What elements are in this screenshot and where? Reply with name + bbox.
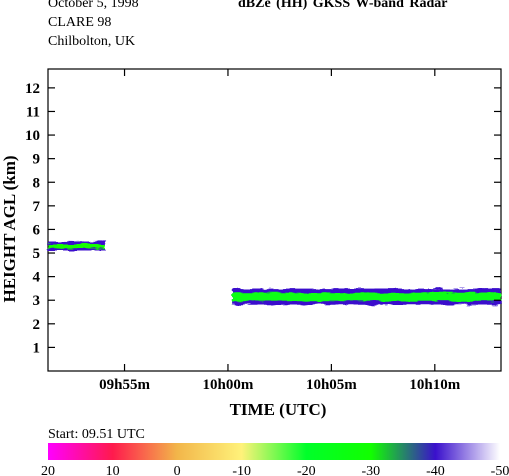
x-tick-label: 09h55m: [99, 377, 150, 393]
colorbar-tick-label: -40: [426, 464, 445, 476]
x-tick-label: 10h00m: [203, 377, 254, 393]
colorbar-tick-label: 20: [41, 464, 55, 476]
y-tick-label: 7: [33, 199, 41, 215]
colorbar-ticks: 20 10 0 -10 -20 -30 -40 -50: [41, 464, 509, 476]
y-tick-label: 9: [33, 152, 41, 168]
x-tick-label: 10h10m: [409, 377, 460, 393]
colorbar-tick-label: -20: [297, 464, 316, 476]
header-info: October 5, 1998 CLARE 98 Chilbolton, UK: [48, 0, 139, 51]
chart-title: dBZe (HH) GKSS W-band Radar: [238, 0, 448, 11]
y-tick-label: 10: [25, 128, 40, 144]
colorbar-tick-label: -30: [362, 464, 381, 476]
location-label: Chilbolton, UK: [48, 34, 136, 49]
echo-core: [232, 292, 501, 302]
start-label: Start: 09.51 UTC: [48, 427, 145, 442]
y-tick-label: 1: [33, 340, 41, 356]
y-tick-label: 5: [33, 246, 41, 262]
echo-layer-2: [232, 288, 501, 305]
date-label: October 5, 1998: [48, 0, 139, 11]
colorbar-tick-label: -10: [232, 464, 251, 476]
plot-frame: [47, 68, 502, 372]
y-tick-label: 6: [33, 222, 41, 238]
y-tick-label: 3: [33, 293, 41, 309]
y-tick-label: 8: [33, 175, 41, 191]
campaign-label: CLARE 98: [48, 15, 112, 30]
colorbar: [48, 443, 500, 460]
y-tick-label: 12: [25, 81, 40, 97]
x-tick-label: 10h05m: [306, 377, 357, 393]
colorbar-tick-label: -50: [491, 464, 509, 476]
colorbar-tick-label: 10: [106, 464, 120, 476]
y-axis-label: HEIGHT AGL (km): [0, 155, 19, 302]
x-axis: 09h55m 10h00m 10h05m 10h10m: [99, 69, 461, 393]
colorbar-tick-label: 0: [174, 464, 181, 476]
x-axis-label: TIME (UTC): [230, 400, 327, 419]
y-tick-label: 2: [33, 317, 41, 333]
echo-layer-1: [48, 241, 106, 251]
echo-core: [48, 243, 106, 249]
y-tick-label: 11: [26, 104, 40, 120]
echo-layer: [48, 241, 501, 305]
y-tick-label: 4: [33, 270, 41, 286]
